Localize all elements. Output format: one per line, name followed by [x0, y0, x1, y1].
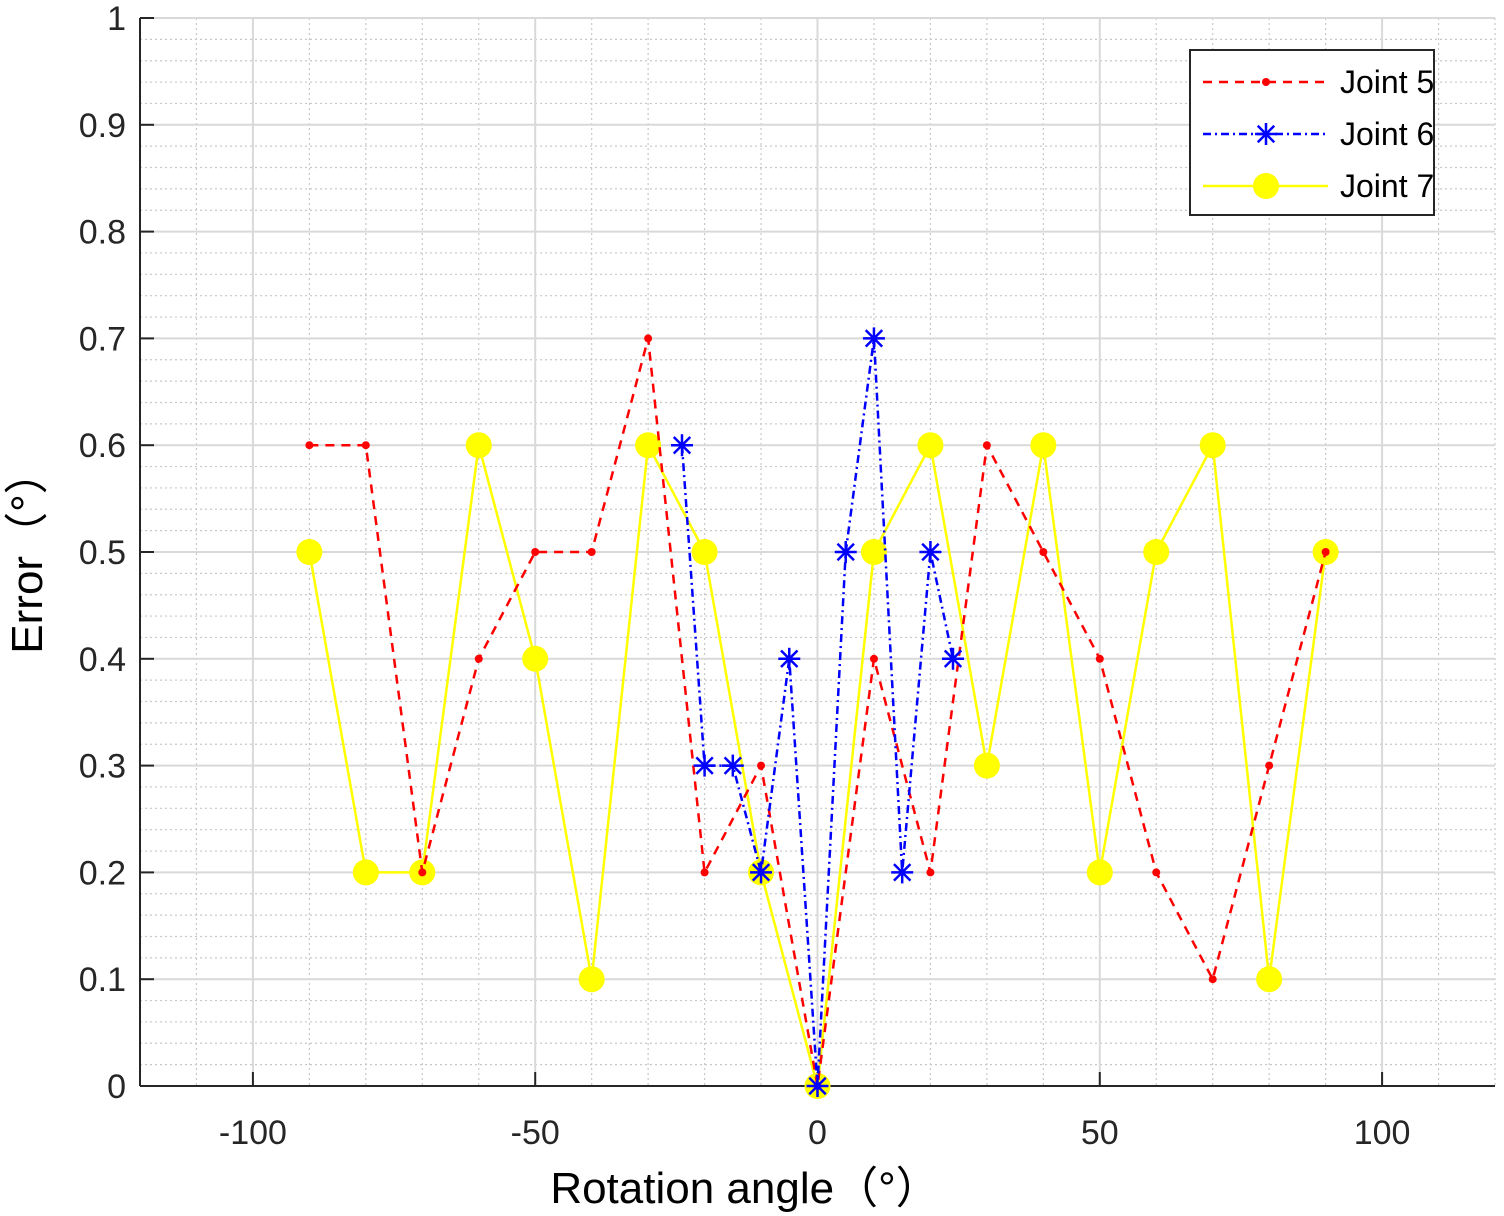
joint-7-point [352, 859, 379, 886]
x-axis-label: Rotation angle（°） [550, 1164, 939, 1213]
y-tick-label: 0.1 [79, 961, 126, 999]
legend-item-joint-7: Joint 7 [1203, 168, 1434, 204]
legend-box [1189, 49, 1435, 216]
joint-5-point [869, 654, 878, 663]
joint-5-point [644, 334, 653, 343]
x-tick-label: 50 [1081, 1114, 1119, 1152]
y-axis-label: Error（°） [3, 450, 52, 653]
y-tick-label: 0 [107, 1068, 126, 1106]
joint-7-point [973, 752, 1000, 779]
joint-5-point [474, 654, 483, 663]
legend: Joint 5 Joint 6 Joint 7 [1189, 49, 1435, 216]
x-tick-label: 0 [808, 1114, 827, 1152]
joint-7-point [1030, 432, 1057, 459]
joint-7-point [1086, 859, 1113, 886]
series-joint-5 [305, 334, 1330, 1090]
joint-7-point [1256, 966, 1283, 993]
joint-7-point [1199, 432, 1226, 459]
y-tick-label: 0.9 [79, 107, 126, 145]
joint-5-point [531, 548, 540, 556]
joint-7-point [917, 432, 944, 459]
joint-5-point [700, 868, 709, 877]
joint-5-point [1208, 975, 1217, 984]
joint-6-point [693, 754, 716, 777]
joint-5-point [982, 441, 991, 450]
y-tick-label: 0.4 [79, 641, 126, 679]
x-tick-label: 100 [1354, 1114, 1411, 1152]
joint-5-point [305, 441, 314, 450]
x-tick-label: -50 [511, 1114, 560, 1152]
joint-7-point [522, 645, 549, 672]
joint-7-point [578, 966, 605, 993]
joint-7-point [296, 539, 323, 565]
series-joint-6 [671, 327, 964, 1097]
joint-7-point [635, 432, 662, 459]
joint-6-point [891, 861, 914, 884]
joint-5-point [1152, 868, 1161, 877]
series-layer [296, 327, 1339, 1099]
joint-6-point [919, 541, 942, 563]
joint-7-point [465, 432, 492, 459]
joint-5-point [1265, 761, 1274, 770]
joint-6-point [942, 647, 964, 670]
legend-marker [1262, 78, 1270, 86]
legend-label: Joint 6 [1340, 116, 1434, 152]
y-tick-label: 0.6 [79, 427, 126, 465]
joint-5-point [587, 548, 596, 556]
y-tick-label: 0.5 [79, 534, 126, 572]
y-tick-label: 0.8 [79, 214, 126, 252]
joint-7-point [691, 539, 718, 565]
joint-6-point [778, 647, 801, 670]
joint-7-point [1143, 539, 1170, 565]
y-tick-label: 0.2 [79, 854, 126, 892]
joint-6-point [806, 1075, 829, 1097]
joint-5-point [757, 761, 766, 770]
tick-labels: -100 -50 0 50 100 0 0.1 0.2 0.3 0.4 0.5 0.6 0.7 0.8 0.… [79, 0, 1411, 1152]
joint-6-point [721, 754, 744, 777]
joint-5-point [1039, 548, 1048, 556]
x-tick-label: -100 [219, 1114, 287, 1152]
y-tick-label: 0.3 [79, 748, 126, 786]
legend-marker [1255, 123, 1277, 145]
legend-item-joint-5: Joint 5 [1203, 64, 1434, 100]
legend-label: Joint 5 [1340, 64, 1434, 100]
joint-6-point [862, 327, 885, 350]
y-tick-label: 0.7 [79, 320, 126, 358]
legend-marker [1253, 173, 1279, 199]
joint-5-point [1321, 548, 1330, 556]
joint-5-point [926, 868, 935, 877]
legend-item-joint-6: Joint 6 [1203, 116, 1434, 152]
joint-5-point [361, 441, 370, 450]
legend-label: Joint 7 [1340, 168, 1434, 204]
joint-6-point [834, 541, 857, 563]
y-tick-label: 1 [107, 0, 126, 38]
joint-5-point [418, 868, 427, 877]
joint-7-point [860, 539, 887, 565]
joint-6-point [671, 434, 693, 457]
joint-6-point [750, 861, 773, 884]
joint-5-point [1095, 654, 1104, 663]
